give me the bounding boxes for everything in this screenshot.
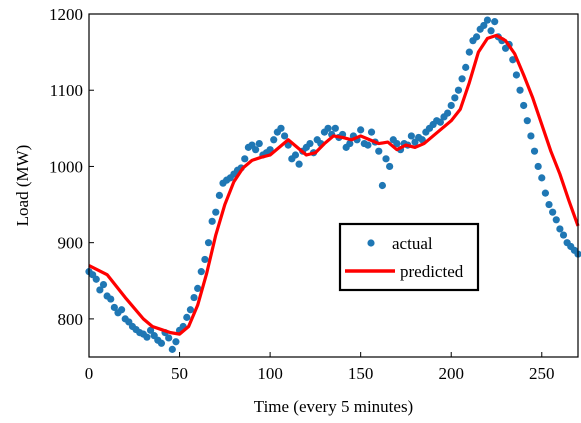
actual-point-89 <box>407 132 415 140</box>
actual-point-53 <box>277 124 285 132</box>
legend-box <box>338 222 480 292</box>
actual-point-125 <box>538 174 546 182</box>
actual-point-30 <box>194 284 202 292</box>
actual-point-121 <box>523 117 531 125</box>
actual-point-75 <box>357 126 365 134</box>
actual-point-127 <box>545 200 553 209</box>
actual-point-102 <box>454 86 463 94</box>
actual-point-36 <box>215 191 223 200</box>
y-tick-label-900: 900 <box>58 234 84 253</box>
actual-point-109 <box>480 21 488 30</box>
legend-actual-marker <box>367 239 375 247</box>
actual-point-120 <box>520 101 528 110</box>
actual-point-4 <box>99 280 108 289</box>
actual-point-34 <box>208 217 216 225</box>
actual-point-85 <box>393 139 401 148</box>
x-tick-label-200: 200 <box>438 364 464 383</box>
actual-point-80 <box>375 147 383 155</box>
plot-area <box>85 16 581 353</box>
actual-point-29 <box>190 293 198 302</box>
actual-point-126 <box>541 189 550 197</box>
actual-point-2 <box>92 275 100 283</box>
axes-frame <box>88 13 579 358</box>
actual-point-118 <box>512 71 521 79</box>
x-axis-label: Time (every 5 minutes) <box>254 397 413 416</box>
actual-point-105 <box>465 48 473 56</box>
actual-point-58 <box>295 160 303 168</box>
actual-point-103 <box>458 75 466 83</box>
actual-point-99 <box>444 109 452 117</box>
actual-point-27 <box>183 313 191 321</box>
y-tick-label-1100: 1100 <box>50 81 83 100</box>
actual-point-128 <box>549 208 557 216</box>
actual-point-131 <box>559 231 568 239</box>
actual-point-47 <box>255 139 263 148</box>
actual-point-124 <box>534 162 542 171</box>
actual-point-32 <box>201 255 209 264</box>
actual-point-22 <box>165 334 173 342</box>
actual-point-129 <box>552 216 560 224</box>
actual-point-130 <box>556 225 564 233</box>
actual-point-100 <box>447 101 455 110</box>
actual-point-23 <box>168 345 176 353</box>
x-tick-label-150: 150 <box>348 364 374 383</box>
actual-point-78 <box>367 128 376 136</box>
actual-point-17 <box>146 326 155 334</box>
actual-point-68 <box>331 124 339 132</box>
actual-point-104 <box>462 63 470 71</box>
actual-point-24 <box>172 338 180 346</box>
actual-point-31 <box>197 268 205 276</box>
actual-point-81 <box>378 181 386 190</box>
actual-point-61 <box>306 139 314 148</box>
actual-point-16 <box>143 333 151 341</box>
actual-point-54 <box>281 132 289 140</box>
actual-point-35 <box>212 208 220 216</box>
y-axis-label: Load (MW) <box>13 145 32 227</box>
actual-point-77 <box>364 141 372 149</box>
actual-point-101 <box>451 94 459 102</box>
actual-point-66 <box>324 124 332 132</box>
actual-point-119 <box>516 86 524 94</box>
x-tick-label-250: 250 <box>529 364 555 383</box>
x-tick-label-0: 0 <box>85 364 94 383</box>
actual-point-9 <box>118 306 126 314</box>
legend-actual-label: actual <box>392 234 433 253</box>
actual-point-97 <box>436 118 444 126</box>
actual-point-72 <box>346 139 354 148</box>
actual-point-6 <box>107 295 115 303</box>
actual-point-82 <box>382 155 390 163</box>
y-tick-label-1200: 1200 <box>49 5 83 24</box>
actual-point-3 <box>96 286 104 294</box>
actual-point-122 <box>527 132 535 140</box>
x-tick-label-100: 100 <box>257 364 283 383</box>
actual-point-107 <box>472 33 481 41</box>
actual-point-28 <box>186 306 195 314</box>
predicted-line <box>88 33 580 336</box>
actual-point-83 <box>386 162 394 171</box>
actual-point-117 <box>509 56 517 64</box>
actual-point-20 <box>157 339 166 347</box>
actual-point-123 <box>530 147 539 155</box>
actual-point-7 <box>110 303 118 312</box>
legend-predicted-label: predicted <box>400 262 464 281</box>
actual-point-51 <box>270 136 278 144</box>
actual-point-33 <box>204 239 213 247</box>
actual-point-112 <box>491 18 499 26</box>
actual-point-43 <box>241 155 249 163</box>
axis-ticks: 0 50 100 150 200 250 800 900 1000 1100 1200 <box>49 5 555 383</box>
y-tick-label-800: 800 <box>58 310 84 329</box>
actual-point-57 <box>291 151 300 159</box>
actual-point-110 <box>483 16 492 24</box>
y-tick-label-1000: 1000 <box>49 157 83 176</box>
legend: actual predicted <box>338 222 480 292</box>
x-tick-label-50: 50 <box>171 364 188 383</box>
actual-point-46 <box>252 146 260 154</box>
actual-point-111 <box>487 27 495 35</box>
